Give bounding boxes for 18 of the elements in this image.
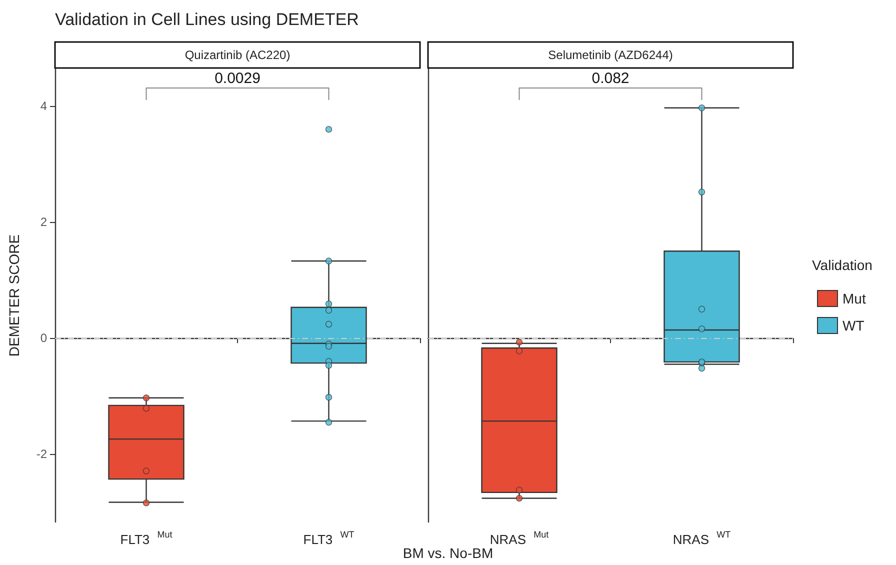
chart-subtitle: Quizartinib (AC220) (184, 48, 290, 62)
y-tick-label: -2 (36, 447, 48, 462)
x-tick-label: FLT3 Mut (120, 530, 173, 547)
x-tick-label: NRAS WT (672, 530, 732, 547)
x-tick-label: FLT3 WT (303, 530, 355, 547)
legend-label: WT (842, 318, 865, 334)
x-axis-title: BM vs. No-BM (402, 545, 494, 561)
x-tick-label: NRAS Mut (490, 530, 550, 547)
y-tick-label: 4 (40, 99, 48, 114)
y-tick-label: 0 (40, 331, 48, 346)
legend-title: Validation (812, 257, 872, 273)
annotation: 0.082 (592, 70, 630, 87)
y-axis-title: DEMETER SCORE (6, 234, 22, 357)
annotation: 0.0029 (214, 70, 260, 87)
y-tick-label: 2 (40, 215, 48, 230)
chart-title: Validation in Cell Lines using DEMETER (55, 10, 359, 29)
chart-subtitle: Selumetinib (AZD6244) (548, 48, 673, 62)
legend-label: Mut (842, 290, 866, 306)
